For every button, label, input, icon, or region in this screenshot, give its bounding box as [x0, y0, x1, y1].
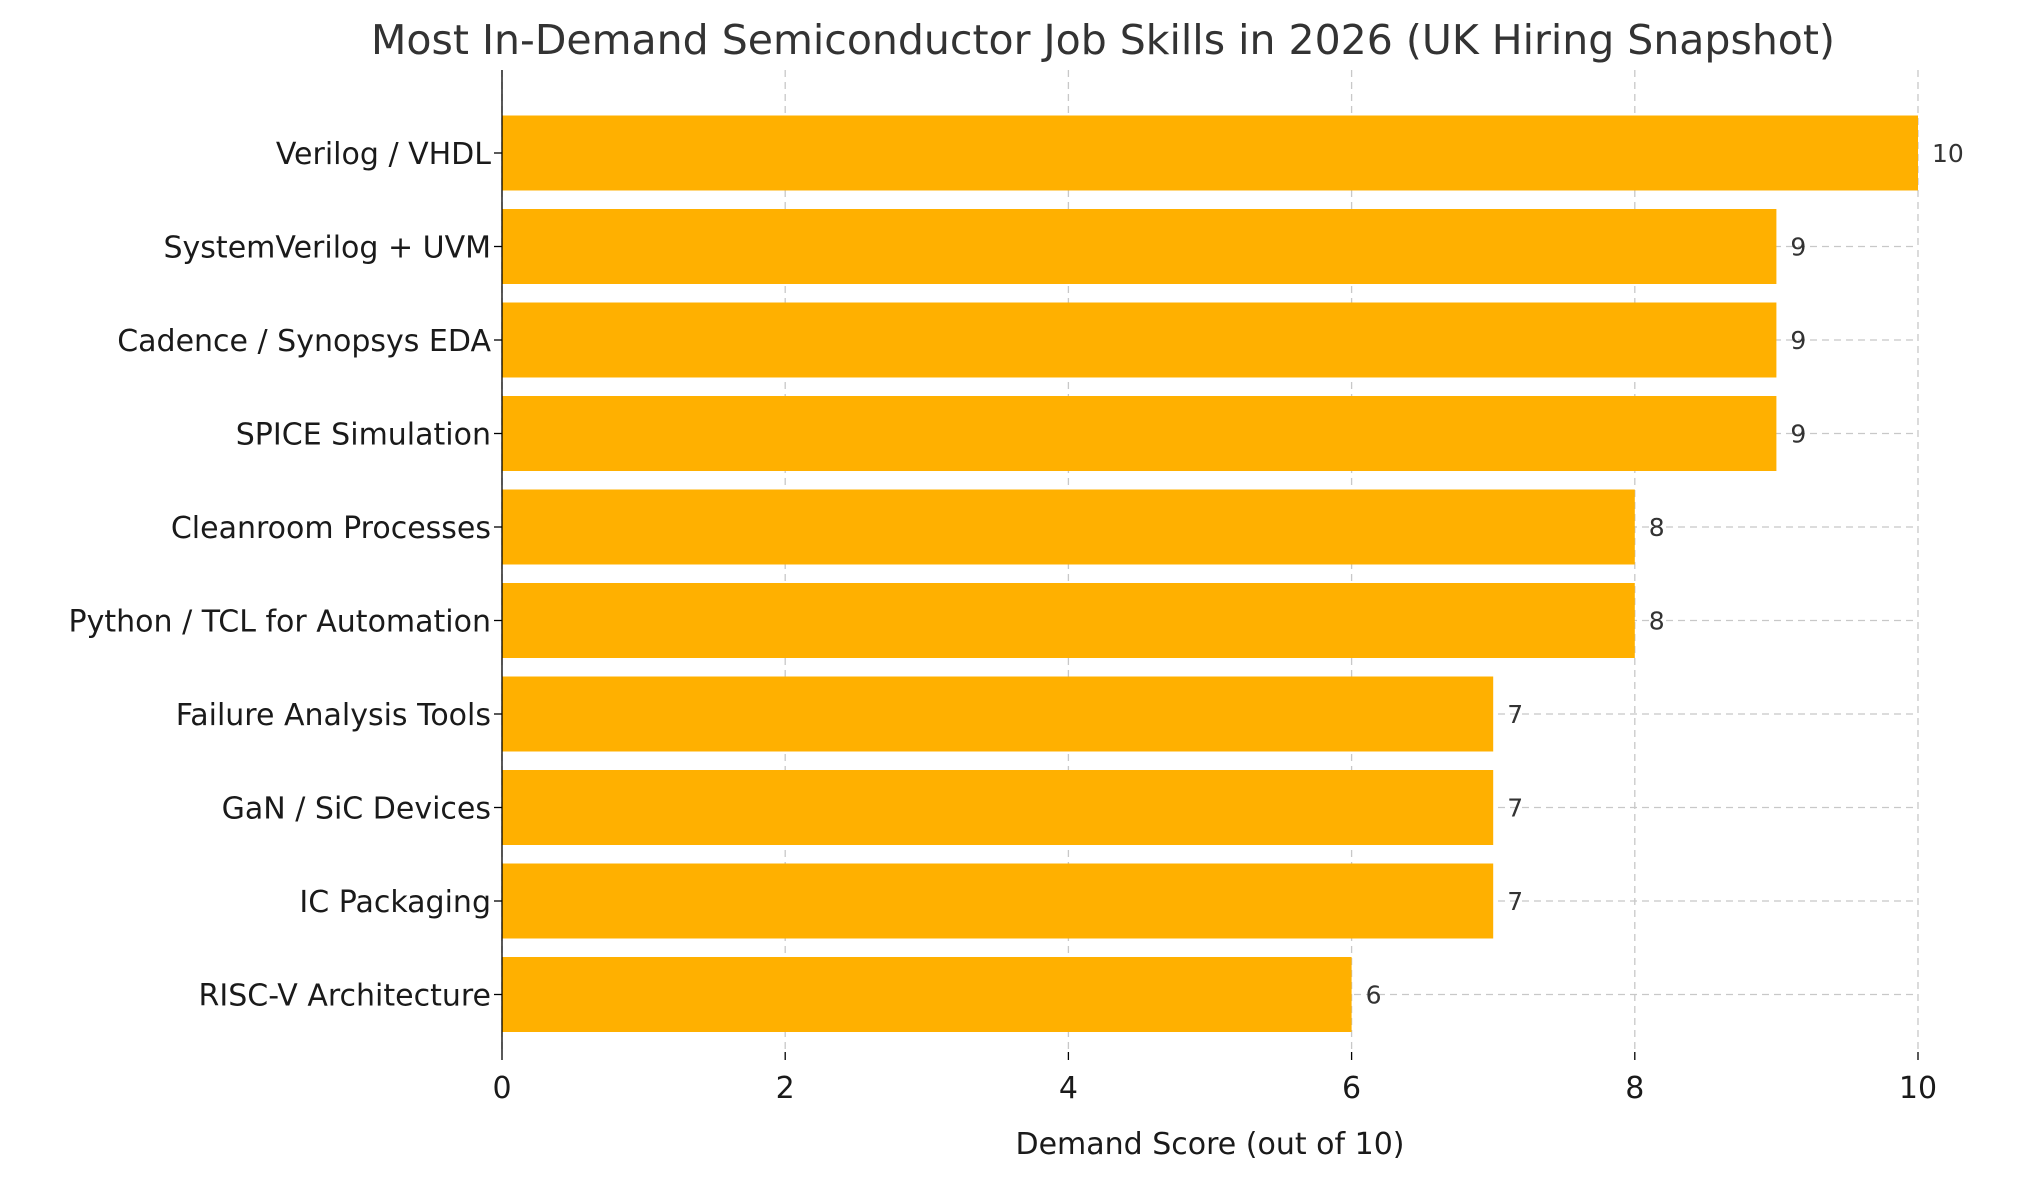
bar-2	[502, 302, 1777, 378]
bar-3	[502, 396, 1777, 471]
value-label-2: 9	[1790, 326, 1806, 355]
category-label-5: Python / TCL for Automation	[69, 605, 491, 640]
chart-title: Most In-Demand Semiconductor Job Skills …	[371, 16, 1835, 64]
category-label-7: GaN / SiC Devices	[222, 792, 491, 827]
value-label-9: 6	[1366, 981, 1382, 1010]
bar-8	[502, 863, 1494, 939]
value-label-7: 7	[1507, 794, 1523, 823]
category-label-9: RISC-V Architecture	[199, 979, 491, 1014]
bar-1	[502, 209, 1777, 284]
bar-7	[502, 770, 1494, 845]
x-tick-label-5: 10	[1899, 1071, 1937, 1106]
value-label-0: 10	[1932, 139, 1964, 168]
bar-6	[502, 676, 1494, 752]
x-axis-title: Demand Score (out of 10)	[1015, 1127, 1404, 1162]
x-tick-label-1: 2	[776, 1071, 795, 1106]
bar-4	[502, 489, 1635, 565]
bar-9	[502, 957, 1352, 1032]
x-tick-label-2: 4	[1059, 1071, 1078, 1106]
category-label-0: Verilog / VHDL	[276, 137, 491, 172]
x-tick-label-3: 6	[1342, 1071, 1361, 1106]
value-label-1: 9	[1790, 233, 1806, 262]
bars: 10 9 9 9 8 8 7 7 7 6	[502, 115, 1964, 1032]
category-label-3: SPICE Simulation	[236, 418, 491, 453]
category-label-8: IC Packaging	[299, 885, 491, 920]
value-label-4: 8	[1649, 513, 1665, 542]
bar-5	[502, 583, 1635, 658]
category-label-2: Cadence / Synopsys EDA	[117, 324, 491, 359]
value-label-3: 9	[1790, 420, 1806, 449]
value-label-5: 8	[1649, 607, 1665, 636]
bar-0	[502, 115, 1918, 191]
value-label-6: 7	[1507, 700, 1523, 729]
axes: Verilog / VHDL SystemVerilog + UVM Cadence…	[69, 70, 1937, 1106]
category-label-1: SystemVerilog + UVM	[164, 231, 492, 266]
category-label-6: Failure Analysis Tools	[176, 698, 491, 733]
x-tick-label-4: 8	[1625, 1071, 1644, 1106]
x-tick-label-0: 0	[492, 1071, 511, 1106]
category-label-4: Cleanroom Processes	[171, 511, 491, 546]
value-label-8: 7	[1507, 887, 1523, 916]
